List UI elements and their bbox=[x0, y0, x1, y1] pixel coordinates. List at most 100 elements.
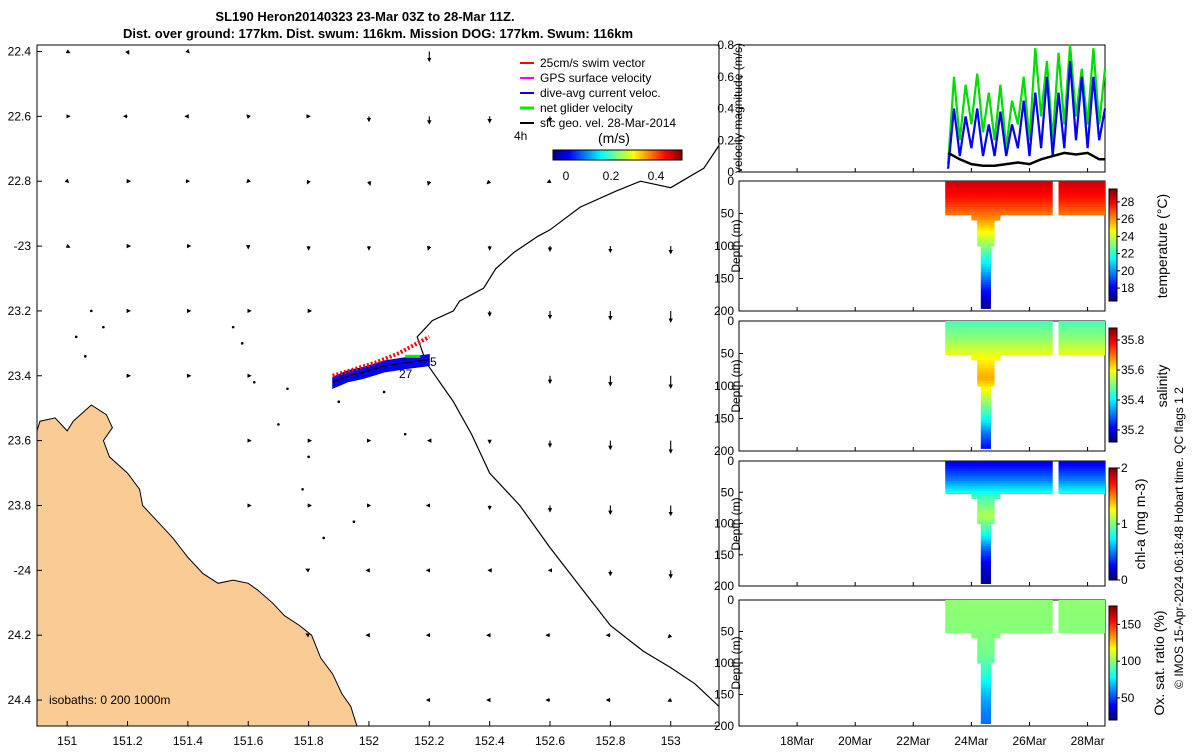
heatmap-cell-deep-32 bbox=[971, 481, 1001, 484]
heatmap-cell-shallow-1-28 bbox=[1058, 478, 1105, 482]
map-y-axis: 22.4 22.6 22.8 -23 23.2 23.4 23.6 23.8 -24 24.2 24… bbox=[8, 44, 42, 707]
heatmap-cell-shallow-1-24 bbox=[1058, 196, 1105, 200]
heatmap-cell-shallow-1-44 bbox=[1058, 488, 1105, 492]
map-y-tick-8: -24 bbox=[14, 563, 32, 577]
heatmap-cell-deep-136 bbox=[980, 685, 991, 689]
heatmap-cell-deep-132 bbox=[980, 683, 991, 687]
depth-tick-1: 50 bbox=[721, 207, 735, 221]
heatmap-cell-deep-120 bbox=[980, 536, 991, 539]
legend-item-sfc: sfc geo. vel. 28-Mar-2014 bbox=[520, 116, 676, 130]
island-1 bbox=[90, 309, 93, 313]
heatmap-cell-deep-92 bbox=[977, 657, 995, 661]
heatmap-cell-shallow-1-4 bbox=[1058, 323, 1105, 327]
legend-label-net: net glider velocity bbox=[540, 101, 633, 115]
heatmap-cell-deep-68 bbox=[977, 225, 995, 229]
map-x-axis: 151 151.2 151.4 151.6 151.8 152 152.2 152.4 152.… bbox=[57, 721, 681, 748]
heatmap-cell-shallow-1-32 bbox=[1058, 341, 1105, 345]
heatmap-cell-deep-84 bbox=[977, 513, 995, 517]
heatmap-cell-deep-120 bbox=[980, 675, 991, 679]
heatmap-cell-deep-192 bbox=[980, 581, 991, 584]
heatmap-cell-deep-36 bbox=[971, 622, 1001, 626]
heatmap-cell-deep-52 bbox=[971, 354, 1001, 358]
heatmap-cell-shallow-1-44 bbox=[1058, 627, 1105, 631]
depth-tick-3: 150 bbox=[714, 688, 734, 702]
depth-tick-3: 150 bbox=[714, 412, 734, 426]
heatmap-cell-deep-48 bbox=[971, 630, 1001, 634]
heatmap-cell-deep-160 bbox=[980, 285, 991, 289]
heatmap-cell-deep-168 bbox=[980, 290, 991, 294]
heatmap-cell-deep-96 bbox=[977, 383, 995, 387]
heatmap-cell-deep-68 bbox=[977, 365, 995, 369]
heatmap-cell-deep-172 bbox=[980, 568, 991, 572]
heatmap-cell-deep-148 bbox=[980, 277, 991, 281]
heatmap-cell-deep-116 bbox=[980, 256, 991, 260]
heatmap-cell-shallow-1-8 bbox=[1058, 466, 1105, 469]
heatmap-cell-deep-0 bbox=[971, 181, 1001, 185]
heatmap-cell-deep-24 bbox=[971, 476, 1001, 479]
isobath-1000m bbox=[416, 145, 719, 707]
heatmap-cell-shallow-1-8 bbox=[1058, 326, 1105, 330]
heatmap-cell-deep-148 bbox=[980, 553, 991, 557]
heatmap-cell-deep-128 bbox=[980, 541, 991, 544]
island-11 bbox=[382, 390, 386, 394]
heatmap-cell-deep-76 bbox=[977, 230, 995, 234]
heatmap-cell-shallow-1-44 bbox=[1058, 209, 1105, 213]
heatmap-cell-shallow-1-32 bbox=[1058, 481, 1105, 484]
heatmap-cell-shallow-1-48 bbox=[1058, 491, 1105, 494]
island-10 bbox=[337, 400, 341, 404]
heatmap-cell-deep-112 bbox=[980, 531, 991, 534]
vector-arrow-81 bbox=[667, 697, 673, 702]
heatmap-cell-shallow-1-36 bbox=[1058, 344, 1105, 348]
heatmap-cell-deep-32 bbox=[971, 620, 1001, 624]
heatmap-cell-deep-112 bbox=[980, 253, 991, 257]
heatmap-cell-shallow-1-16 bbox=[1058, 471, 1105, 474]
map-x-tick-10: 153 bbox=[661, 734, 681, 748]
legend-label-swim: 25cm/s swim vector bbox=[540, 56, 645, 70]
vector-arrow-0 bbox=[65, 49, 71, 54]
heatmap-cell-deep-92 bbox=[977, 518, 995, 522]
heatmap-cell-deep-0 bbox=[971, 461, 1001, 464]
heatmap-cell-deep-132 bbox=[980, 406, 991, 410]
heatmap-cell-deep-100 bbox=[980, 386, 991, 390]
heatmap-cell-deep-120 bbox=[980, 399, 991, 403]
depth-tick-2: 100 bbox=[714, 656, 734, 670]
depth-tick-1: 50 bbox=[721, 485, 735, 499]
oxygen-colorbar-label: Ox. sat. ratio (%) bbox=[1151, 610, 1167, 715]
glider-track bbox=[332, 335, 431, 390]
heatmap-cell-deep-52 bbox=[971, 214, 1001, 218]
heatmap-cell-deep-12 bbox=[971, 188, 1001, 192]
legend-item-current: dive-avg current veloc. bbox=[520, 86, 661, 100]
surface-current-vectors bbox=[64, 48, 673, 703]
map-colorbar-gradient bbox=[552, 149, 683, 161]
heatmap-cell-deep-152 bbox=[980, 419, 991, 423]
heatmap-cell-shallow-1-20 bbox=[1058, 334, 1105, 338]
heatmap-cell-deep-0 bbox=[971, 600, 1001, 604]
map-colorbar-tick-2: 0.4 bbox=[648, 169, 665, 183]
heatmap-cell-deep-96 bbox=[977, 521, 995, 524]
map-y-tick-4: 23.2 bbox=[8, 304, 32, 318]
heatmap-cell-deep-172 bbox=[980, 708, 991, 712]
heatmap-cell-deep-140 bbox=[980, 548, 991, 552]
velocity-y-tick-4: 0.8 bbox=[717, 38, 734, 52]
heatmap-cell-deep-124 bbox=[980, 401, 991, 405]
heatmap-cell-deep-84 bbox=[977, 652, 995, 656]
colorbar-tick-3: 35.2 bbox=[1121, 423, 1145, 437]
heatmap-cell-shallow-1-8 bbox=[1058, 605, 1105, 609]
velocity-panel: 0 0.2 0.4 0.6 0.8 velocity magnitude (m/s) bbox=[717, 38, 1107, 179]
velocity-y-tick-2: 0.4 bbox=[717, 102, 734, 116]
map-colorbar-tick-1: 0.2 bbox=[603, 169, 620, 183]
heatmap-cell-deep-84 bbox=[977, 375, 995, 379]
heatmap-cell-deep-116 bbox=[980, 396, 991, 400]
heatmap-cell-deep-144 bbox=[980, 414, 991, 418]
map-y-tick-2: 22.8 bbox=[8, 174, 32, 188]
heatmap-cell-deep-172 bbox=[980, 292, 991, 296]
heatmap-cell-deep-104 bbox=[980, 526, 991, 529]
colorbar-tick-4: 20 bbox=[1121, 264, 1135, 278]
map-x-tick-2: 151.4 bbox=[173, 734, 203, 748]
map-y-tick-7: 23.8 bbox=[8, 498, 32, 512]
heatmap-cell-deep-184 bbox=[980, 715, 991, 719]
map-x-tick-6: 152.2 bbox=[414, 734, 444, 748]
heatmap-cell-deep-140 bbox=[980, 688, 991, 692]
heatmap-cell-deep-48 bbox=[971, 491, 1001, 494]
